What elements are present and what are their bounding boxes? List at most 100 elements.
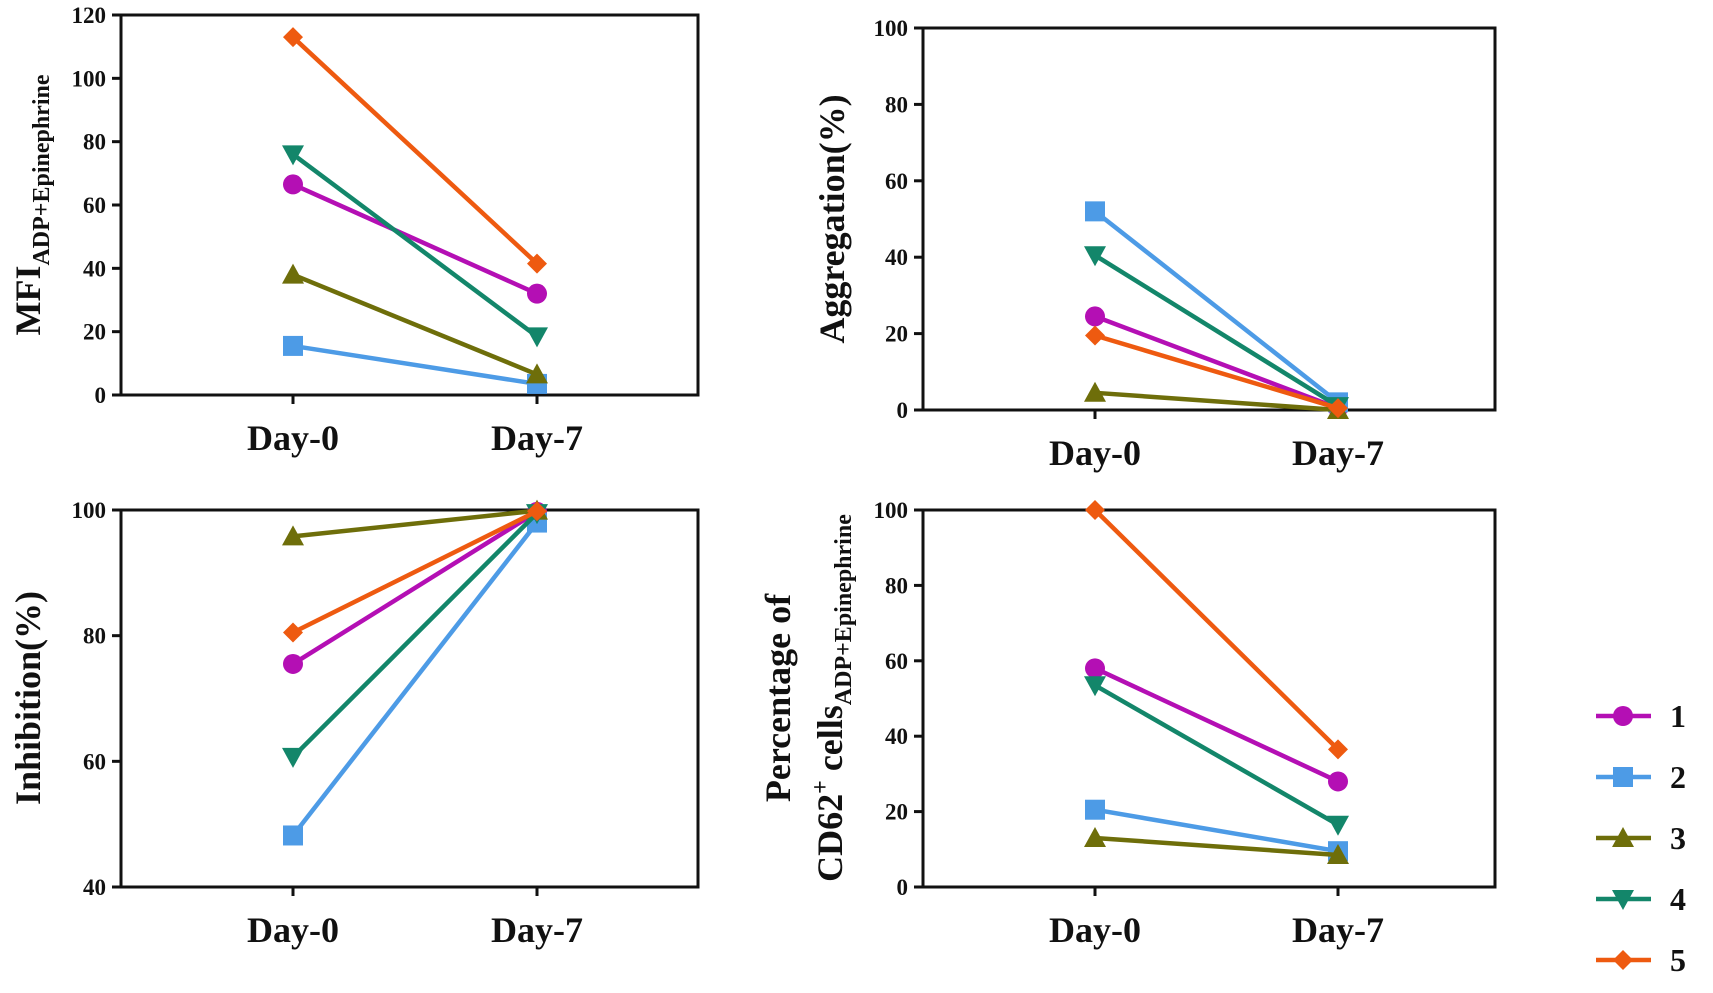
y-axis-label-sup: + <box>808 780 834 794</box>
chart-panel-aggregation: 0 20 40 60 80 100 Day-0 Day-7 Aggregation(%) <box>812 16 1497 473</box>
plot-frame <box>921 508 1497 889</box>
data-point <box>1084 246 1106 267</box>
y-tick-label: 0 <box>897 875 909 900</box>
series-line <box>292 508 538 539</box>
legend-label: 2 <box>1670 759 1686 795</box>
series-2 <box>1085 201 1348 413</box>
y-tick-label: 80 <box>885 92 908 117</box>
series-line <box>1094 835 1339 858</box>
x-tick-label: Day-0 <box>1049 910 1141 950</box>
x-tick-label: Day-7 <box>491 418 583 458</box>
data-point <box>282 525 304 546</box>
data-point <box>283 622 303 643</box>
data-point <box>526 327 548 348</box>
series-line <box>1094 333 1339 411</box>
series-5 <box>283 501 547 643</box>
y-axis-label: MFIADP+Epinephrine <box>8 74 55 335</box>
data-point <box>1328 739 1348 760</box>
series-line <box>291 509 539 666</box>
legend-marker <box>1613 767 1633 787</box>
x-tick-label: Day-0 <box>247 910 339 950</box>
y-tick-label: 100 <box>874 498 909 523</box>
data-point <box>526 363 548 384</box>
data-point <box>1085 325 1105 346</box>
y-tick-label: 60 <box>83 193 106 218</box>
data-point <box>1085 201 1105 222</box>
plot-frame <box>921 26 1497 412</box>
y-axis-label-main: CD62 <box>810 794 850 882</box>
y-axis-label: CD62+ cellsADP+Epinephrine <box>808 514 857 882</box>
y-tick-label: 20 <box>885 322 908 347</box>
y-axis-label-sub: ADP+Epinephrine <box>831 514 857 705</box>
data-point <box>283 27 303 48</box>
data-point <box>283 653 303 674</box>
legend-label: 1 <box>1670 698 1686 734</box>
y-tick-label: 60 <box>885 169 908 194</box>
y-tick-label: 20 <box>885 800 908 825</box>
legend-item-1: 1 <box>1596 698 1686 734</box>
series-line <box>291 152 539 339</box>
data-point <box>283 174 303 195</box>
y-tick-label: 20 <box>83 320 106 345</box>
data-point <box>283 335 303 356</box>
y-axis-label-main: Aggregation(%) <box>812 94 852 343</box>
series-line <box>1094 314 1339 411</box>
series-3 <box>282 499 548 546</box>
y-tick-label: 80 <box>885 573 908 598</box>
data-point <box>1328 771 1348 792</box>
y-axis-label-mid: cells <box>810 705 850 780</box>
series-line <box>291 509 539 635</box>
x-tick-label: Day-7 <box>491 910 583 950</box>
series-line <box>291 511 539 759</box>
data-point <box>1328 398 1348 419</box>
series-line <box>292 182 538 296</box>
data-point <box>1085 306 1105 327</box>
data-point <box>1084 826 1106 847</box>
y-axis-label: Percentage of <box>758 593 798 802</box>
data-point <box>1085 799 1105 820</box>
y-tick-label: 40 <box>83 875 106 900</box>
series-line <box>1094 666 1339 784</box>
series-4 <box>282 145 548 348</box>
data-point <box>1085 500 1105 520</box>
y-axis-label: Inhibition(%) <box>8 591 48 805</box>
y-tick-label: 100 <box>874 16 909 41</box>
series-line <box>1093 683 1340 827</box>
y-tick-label: 100 <box>72 66 107 91</box>
x-tick-label: Day-0 <box>1049 433 1141 473</box>
y-axis-label-sub: ADP+Epinephrine <box>29 74 55 265</box>
legend-label: 5 <box>1670 942 1686 978</box>
data-point <box>282 747 304 768</box>
series-line <box>291 35 539 266</box>
series-4 <box>282 504 548 768</box>
legend-marker <box>1612 890 1634 910</box>
data-point <box>282 145 304 166</box>
y-tick-label: 40 <box>885 245 908 270</box>
series-line <box>1093 253 1340 409</box>
legend-item-2: 2 <box>1596 759 1686 795</box>
series-2 <box>283 335 547 394</box>
plot-frame <box>119 508 700 889</box>
series-5 <box>283 27 547 274</box>
x-tick-label: Day-7 <box>1292 433 1384 473</box>
data-point <box>527 283 547 304</box>
series-4 <box>1084 246 1349 418</box>
series-line <box>1094 390 1339 413</box>
series-4 <box>1084 676 1349 836</box>
series-line <box>1093 209 1340 405</box>
series-5 <box>1085 325 1348 419</box>
plot-frame <box>119 13 700 397</box>
data-point <box>282 263 304 284</box>
y-axis-label-main: Inhibition(%) <box>8 591 48 805</box>
legend-item-5: 5 <box>1596 942 1686 978</box>
y-axis-label-main: MFI <box>8 266 48 336</box>
y-tick-label: 80 <box>83 130 106 155</box>
data-point <box>527 501 547 522</box>
series-5 <box>1085 500 1348 760</box>
y-tick-label: 40 <box>83 256 106 281</box>
data-point <box>1327 843 1349 864</box>
series-line <box>1093 508 1340 751</box>
data-point <box>1327 815 1349 836</box>
